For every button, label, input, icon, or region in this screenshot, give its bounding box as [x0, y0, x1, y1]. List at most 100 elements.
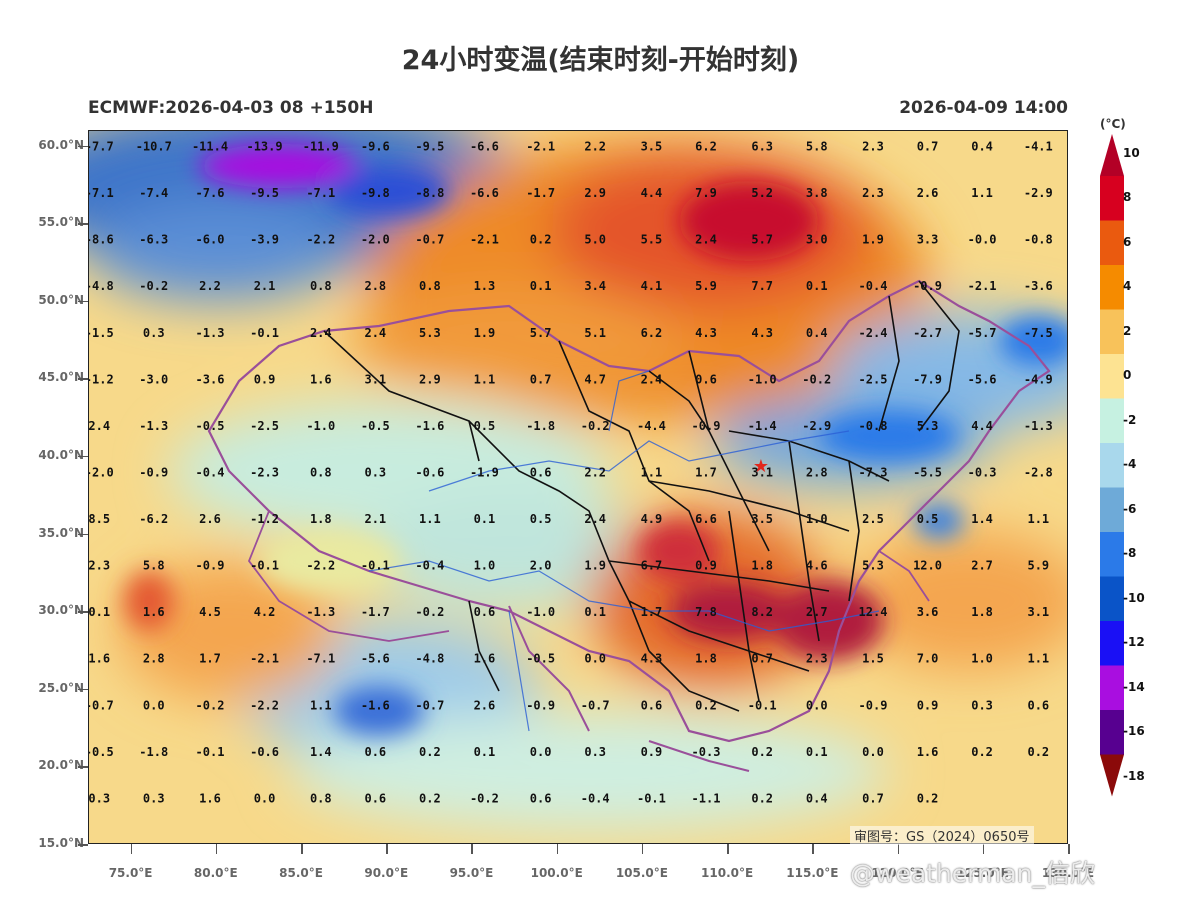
- colorbar-label: -16: [1123, 724, 1145, 739]
- grid-value: -2.0: [361, 233, 390, 247]
- longitude-tick: [556, 844, 559, 854]
- grid-value: 1.6: [89, 652, 110, 666]
- grid-value: 4.6: [806, 559, 828, 573]
- grid-value: 0.2: [1027, 745, 1049, 759]
- grid-value: -7.4: [139, 186, 168, 200]
- model-run-label: ECMWF:2026-04-03 08 +150H: [88, 98, 374, 118]
- grid-value: 0.3: [89, 791, 110, 805]
- latitude-label: 20.0°N: [38, 758, 84, 773]
- grid-value: 1.1: [474, 372, 496, 386]
- longitude-tick: [897, 844, 900, 854]
- grid-value: -13.9: [246, 140, 282, 154]
- grid-value: 1.6: [199, 791, 221, 805]
- grid-value: -1.2: [250, 512, 279, 526]
- latitude-tick: [78, 766, 88, 768]
- grid-value: -0.9: [859, 698, 888, 712]
- grid-value: -0.7: [415, 698, 444, 712]
- grid-value: -0.5: [89, 745, 114, 759]
- grid-value: -7.5: [1024, 326, 1053, 340]
- grid-value: 4.9: [641, 512, 663, 526]
- grid-value: 4.4: [641, 186, 663, 200]
- grid-value: 2.2: [584, 140, 606, 154]
- grid-value: 2.8: [143, 652, 165, 666]
- grid-value: -2.1: [470, 233, 499, 247]
- colorbar-label: -2: [1123, 412, 1137, 427]
- grid-value: -0.1: [637, 791, 666, 805]
- grid-value: 3.3: [917, 233, 939, 247]
- longitude-tick: [727, 844, 729, 854]
- longitude-label: 95.0°E: [449, 866, 494, 880]
- grid-value: -6.3: [139, 233, 168, 247]
- grid-value: 0.2: [530, 233, 552, 247]
- grid-value: 0.6: [530, 791, 552, 805]
- latitude-label: 25.0°N: [38, 680, 84, 695]
- grid-value: 2.4: [310, 326, 332, 340]
- grid-value: -2.0: [89, 465, 114, 479]
- grid-value: 12.4: [859, 605, 888, 619]
- grid-value: 1.3: [474, 279, 496, 293]
- grid-value: 5.9: [1027, 559, 1049, 573]
- grid-value: -5.5: [913, 465, 942, 479]
- longitude-label: 75.0°E: [108, 866, 153, 880]
- grid-value: -0.2: [139, 279, 168, 293]
- grid-value: -0.9: [526, 698, 555, 712]
- colorbar-label: 6: [1123, 234, 1132, 249]
- temperature-change-map: -7.7 -10.7 -11.4 -13.9 -11.9 -9.6 -9.5 -6.6 -2.1…: [89, 131, 1067, 843]
- grid-value: -7.3: [859, 465, 888, 479]
- grid-value: -6.6: [470, 186, 499, 200]
- grid-value: 0.9: [254, 372, 276, 386]
- grid-value: 6.7: [641, 559, 663, 573]
- grid-value: -7.9: [913, 372, 942, 386]
- grid-value: -1.2: [89, 372, 114, 386]
- grid-value: 2.4: [695, 233, 717, 247]
- longitude-tick: [215, 844, 218, 854]
- grid-value: 4.3: [641, 652, 663, 666]
- colorbar-label: 8: [1123, 190, 1132, 205]
- grid-value: -9.5: [415, 140, 444, 154]
- grid-value: 1.0: [806, 512, 828, 526]
- grid-value: 2.2: [199, 279, 221, 293]
- longitude-label: 115.0°E: [786, 866, 839, 880]
- grid-value: -4.9: [1024, 372, 1053, 386]
- grid-value: -2.9: [1024, 186, 1053, 200]
- grid-value: 0.7: [862, 791, 884, 805]
- grid-value: -1.0: [748, 372, 777, 386]
- colorbar-top-arrow: [1100, 134, 1124, 176]
- grid-value: 0.8: [310, 791, 332, 805]
- grid-value: -1.3: [139, 419, 168, 433]
- colorbar-unit: (°C): [1100, 117, 1126, 131]
- colorbar-label: -4: [1123, 457, 1137, 472]
- grid-value: -0.2: [581, 419, 610, 433]
- grid-value: 0.1: [89, 605, 110, 619]
- grid-value: 5.3: [917, 419, 939, 433]
- grid-value: 0.3: [143, 326, 165, 340]
- grid-value: 1.4: [310, 745, 332, 759]
- grid-value: 0.9: [641, 745, 663, 759]
- grid-value: 0.1: [806, 279, 828, 293]
- colorbar-label: -10: [1123, 590, 1145, 605]
- grid-value: 1.0: [971, 652, 993, 666]
- grid-value: -1.8: [526, 419, 555, 433]
- grid-value: -5.6: [968, 372, 997, 386]
- grid-value: -11.4: [192, 140, 228, 154]
- grid-value: -1.0: [526, 605, 555, 619]
- grid-value: -7.6: [196, 186, 225, 200]
- grid-value: 2.6: [917, 186, 939, 200]
- colorbar-label: 4: [1123, 279, 1132, 294]
- grid-value: -0.1: [748, 698, 777, 712]
- latitude-tick: [78, 533, 88, 536]
- longitude-tick: [641, 844, 644, 854]
- grid-value: -9.5: [250, 186, 279, 200]
- colorbar-segment: [1100, 576, 1124, 622]
- grid-value: 5.3: [419, 326, 441, 340]
- grid-value: -2.7: [913, 326, 942, 340]
- grid-value: -1.8: [139, 745, 168, 759]
- grid-value: 0.8: [310, 279, 332, 293]
- grid-value: 1.1: [971, 186, 993, 200]
- grid-value: 0.9: [695, 559, 717, 573]
- grid-value: -0.1: [196, 745, 225, 759]
- colorbar-segment: [1100, 532, 1124, 577]
- grid-value: 1.9: [584, 559, 606, 573]
- grid-value: 0.3: [584, 745, 606, 759]
- grid-value: 4.3: [751, 326, 773, 340]
